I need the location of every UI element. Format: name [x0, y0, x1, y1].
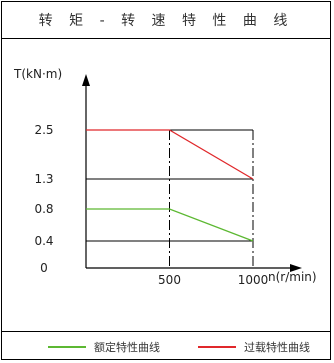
- y-tick-label: 1.3: [34, 172, 53, 186]
- legend-item-rated: 额定特性曲线: [48, 332, 160, 362]
- y-tick-label: 0.4: [34, 234, 53, 248]
- chart-title: 转 矩 - 转 速 特 性 曲 线: [38, 13, 294, 29]
- x-axis-label: n(r/min): [268, 270, 317, 284]
- legend: 额定特性曲线 过载特性曲线: [2, 331, 330, 362]
- legend-label-overload: 过载特性曲线: [244, 341, 310, 354]
- series-line-1: [86, 129, 254, 180]
- chart-frame: 转 矩 - 转 速 特 性 曲 线 额定特性曲线 过载特性曲线: [1, 1, 331, 360]
- y-tick-label: 0.8: [34, 202, 53, 216]
- y-axis-label: T(kN·m): [13, 67, 62, 81]
- legend-label-rated: 额定特性曲线: [94, 341, 160, 354]
- series-line-0: [86, 208, 254, 242]
- x-tick-label: 500: [158, 273, 181, 287]
- y-tick-label: 2.5: [34, 123, 53, 137]
- legend-swatch-overload: [198, 346, 236, 348]
- x-axis-arrow: [290, 264, 302, 272]
- legend-swatch-rated: [48, 346, 86, 348]
- legend-item-overload: 过载特性曲线: [198, 332, 310, 362]
- title-bar: 转 矩 - 转 速 特 性 曲 线: [2, 2, 330, 39]
- y-axis-arrow: [82, 74, 90, 86]
- x-tick-label: 1000: [238, 273, 269, 287]
- y-tick-label: 0: [40, 261, 48, 275]
